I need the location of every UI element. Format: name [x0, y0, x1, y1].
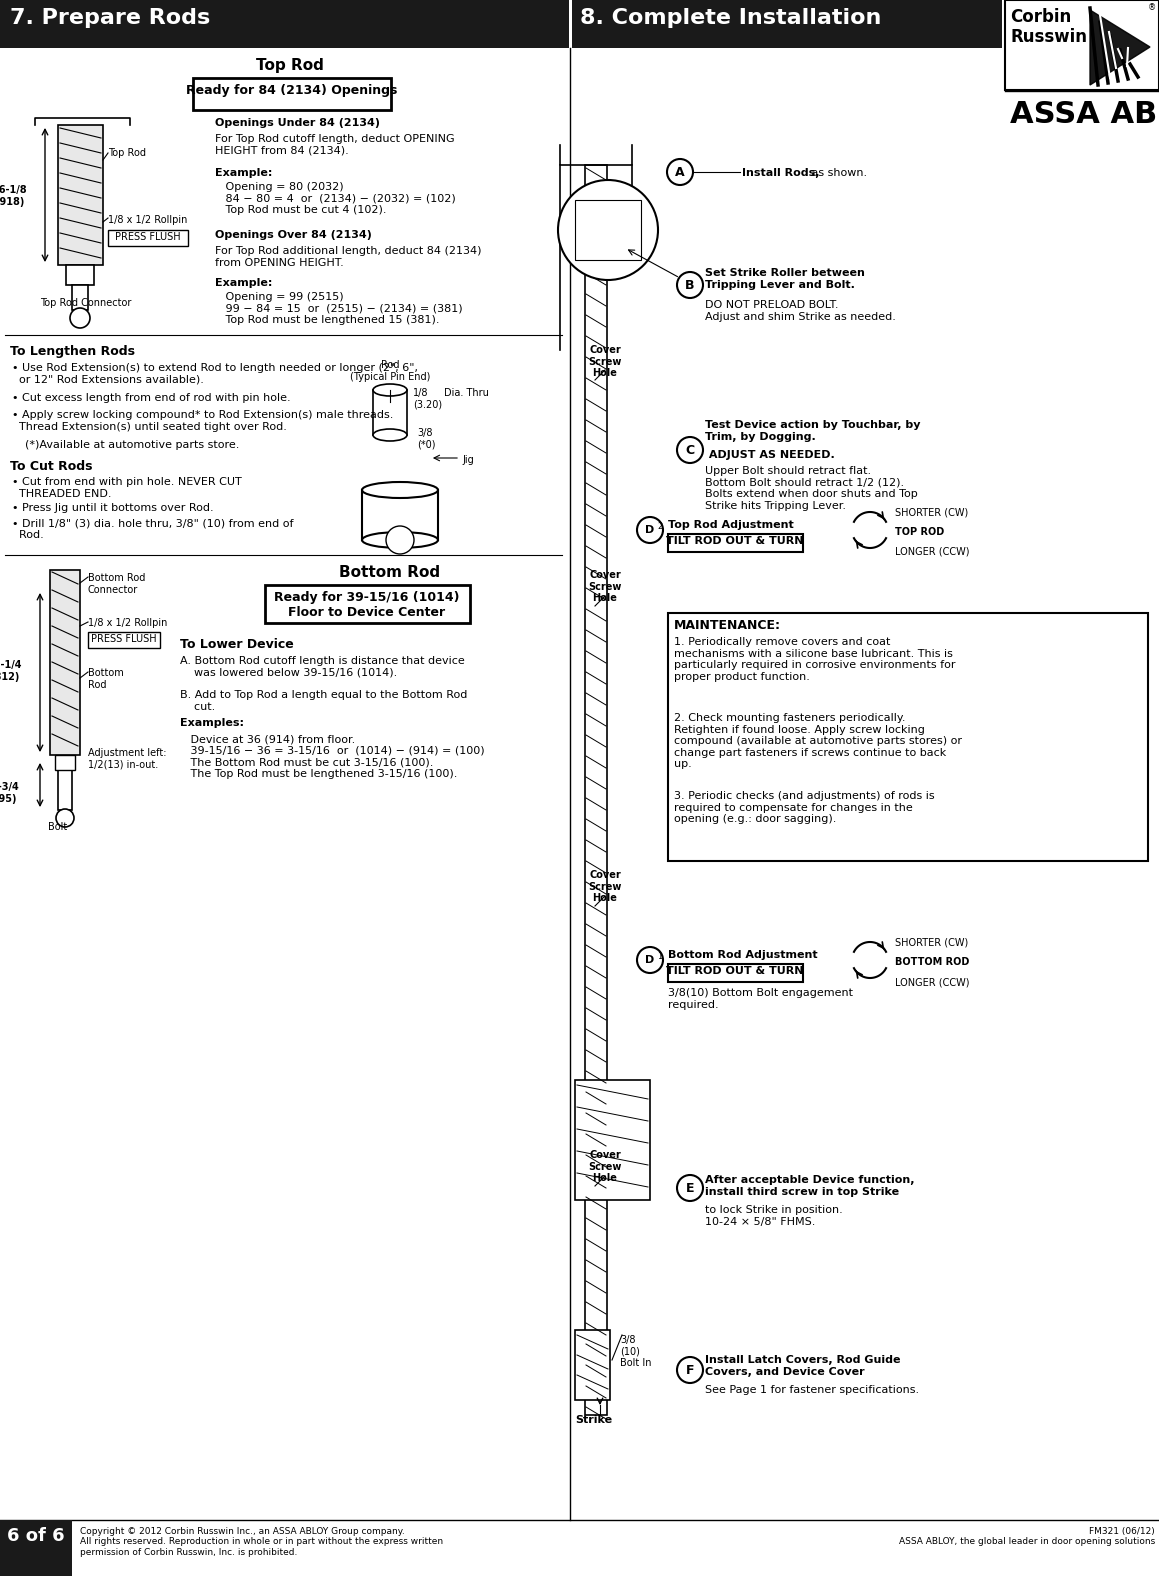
- Text: Install Rods,: Install Rods,: [742, 169, 819, 178]
- Text: Example:: Example:: [216, 277, 272, 288]
- Bar: [194, 77, 391, 110]
- Text: Openings Over 84 (2134): Openings Over 84 (2134): [216, 230, 372, 240]
- Text: 32-1/4
(812): 32-1/4 (812): [0, 660, 22, 681]
- Bar: [0, 0, 569, 47]
- Text: Set Strike Roller between
Tripping Lever and Bolt.: Set Strike Roller between Tripping Lever…: [705, 268, 865, 290]
- Bar: [668, 613, 1149, 860]
- Text: Opening = 99 (2515)
   99 − 84 = 15  or  (2515) − (2134) = (381)
   Top Rod must: Opening = 99 (2515) 99 − 84 = 15 or (251…: [216, 292, 462, 325]
- Circle shape: [677, 1357, 704, 1384]
- Text: Device at 36 (914) from floor.
   39-15/16 − 36 = 3-15/16  or  (1014) − (914) = : Device at 36 (914) from floor. 39-15/16 …: [180, 734, 484, 779]
- Text: Cover
Screw
Hole: Cover Screw Hole: [589, 345, 621, 378]
- Text: 1: 1: [657, 952, 662, 961]
- Bar: [573, 0, 1003, 47]
- Text: Dia. Thru: Dia. Thru: [444, 388, 489, 399]
- Text: Rod
(Typical Pin End): Rod (Typical Pin End): [350, 359, 430, 381]
- Ellipse shape: [373, 385, 407, 396]
- Text: Copyright © 2012 Corbin Russwin Inc., an ASSA ABLOY Group company.
All rights re: Copyright © 2012 Corbin Russwin Inc., an…: [80, 1527, 443, 1557]
- Text: MAINTENANCE:: MAINTENANCE:: [675, 619, 781, 632]
- Text: Test Device action by Touchbar, by
Trim, by Dogging.: Test Device action by Touchbar, by Trim,…: [705, 419, 920, 441]
- Text: 1/8
(3.20): 1/8 (3.20): [413, 388, 442, 410]
- Text: Top Rod: Top Rod: [256, 58, 323, 72]
- Text: BOTTOM ROD: BOTTOM ROD: [895, 957, 969, 968]
- Text: F: F: [686, 1363, 694, 1376]
- Circle shape: [677, 1176, 704, 1201]
- Text: Cover
Screw
Hole: Cover Screw Hole: [589, 571, 621, 604]
- Text: Bottom Rod
Connector: Bottom Rod Connector: [88, 574, 145, 594]
- Ellipse shape: [362, 533, 438, 548]
- Bar: [58, 771, 72, 810]
- Bar: [1005, 0, 1159, 90]
- Bar: [108, 230, 188, 246]
- Polygon shape: [1089, 9, 1150, 85]
- Text: • Cut from end with pin hole. NEVER CUT
  THREADED END.: • Cut from end with pin hole. NEVER CUT …: [12, 478, 242, 498]
- Bar: [0, 1519, 72, 1576]
- Text: To Lower Device: To Lower Device: [180, 638, 293, 651]
- Text: D: D: [646, 525, 655, 534]
- Text: 3. Periodic checks (and adjustments) of rods is
required to compensate for chang: 3. Periodic checks (and adjustments) of …: [675, 791, 934, 824]
- Text: (*)Available at automotive parts store.: (*)Available at automotive parts store.: [25, 440, 240, 451]
- Circle shape: [386, 526, 414, 555]
- Text: 2: 2: [657, 522, 662, 531]
- Text: as shown.: as shown.: [808, 169, 867, 178]
- Text: ASSA ABLOY: ASSA ABLOY: [1009, 99, 1159, 129]
- Text: Bottom Rod: Bottom Rod: [340, 566, 440, 580]
- Text: 8. Complete Installation: 8. Complete Installation: [580, 8, 881, 28]
- Text: 6 of 6: 6 of 6: [7, 1527, 65, 1544]
- Text: Example:: Example:: [216, 169, 272, 178]
- Text: Upper Bolt should retract flat.
Bottom Bolt should retract 1/2 (12).
Bolts exten: Upper Bolt should retract flat. Bottom B…: [705, 466, 918, 511]
- Text: SHORTER (CW): SHORTER (CW): [895, 938, 968, 947]
- Text: Top Rod: Top Rod: [108, 148, 146, 158]
- Bar: [575, 200, 641, 260]
- Text: Adjustment left:
1/2(13) in-out.: Adjustment left: 1/2(13) in-out.: [88, 749, 167, 769]
- Text: 3-3/4
(95): 3-3/4 (95): [0, 782, 19, 804]
- Circle shape: [666, 159, 693, 184]
- Text: • Apply screw locking compound* to Rod Extension(s) male threads.
  Thread Exten: • Apply screw locking compound* to Rod E…: [12, 410, 393, 432]
- Text: 1. Periodically remove covers and coat
mechanisms with a silicone base lubricant: 1. Periodically remove covers and coat m…: [675, 637, 955, 682]
- Text: Cover
Screw
Hole: Cover Screw Hole: [589, 1150, 621, 1184]
- Text: C: C: [685, 443, 694, 457]
- Text: 1/8 x 1/2 Rollpin: 1/8 x 1/2 Rollpin: [108, 214, 188, 225]
- Ellipse shape: [373, 429, 407, 441]
- Text: 7. Prepare Rods: 7. Prepare Rods: [10, 8, 210, 28]
- Text: Opening = 80 (2032)
   84 − 80 = 4  or  (2134) − (2032) = (102)
   Top Rod must : Opening = 80 (2032) 84 − 80 = 4 or (2134…: [216, 181, 455, 216]
- Text: See Page 1 for fastener specifications.: See Page 1 for fastener specifications.: [705, 1385, 919, 1395]
- Text: Top Rod Adjustment: Top Rod Adjustment: [668, 520, 794, 530]
- Text: E: E: [686, 1182, 694, 1195]
- Circle shape: [637, 517, 663, 544]
- Text: To Cut Rods: To Cut Rods: [10, 460, 93, 473]
- Text: Install Latch Covers, Rod Guide
Covers, and Device Cover: Install Latch Covers, Rod Guide Covers, …: [705, 1355, 901, 1376]
- Text: Cover
Screw
Hole: Cover Screw Hole: [589, 870, 621, 903]
- Text: Jig: Jig: [462, 455, 474, 465]
- Text: Top Rod Connector: Top Rod Connector: [41, 298, 131, 307]
- Text: Examples:: Examples:: [180, 719, 245, 728]
- Bar: [66, 265, 94, 285]
- Text: Russwin: Russwin: [1009, 28, 1087, 46]
- Bar: [265, 585, 471, 623]
- Text: DO NOT PRELOAD BOLT.
Adjust and shim Strike as needed.: DO NOT PRELOAD BOLT. Adjust and shim Str…: [705, 299, 896, 322]
- Text: Bottom Rod Adjustment: Bottom Rod Adjustment: [668, 950, 817, 960]
- Text: LONGER (CCW): LONGER (CCW): [895, 547, 969, 556]
- Text: 3/8
(*0): 3/8 (*0): [417, 429, 436, 449]
- Bar: [58, 125, 103, 265]
- Circle shape: [677, 437, 704, 463]
- Text: Corbin: Corbin: [1009, 8, 1071, 25]
- Text: TILT ROD OUT & TURN: TILT ROD OUT & TURN: [666, 536, 803, 545]
- Text: After acceptable Device function,
install third screw in top Strike: After acceptable Device function, instal…: [705, 1176, 914, 1196]
- Bar: [575, 1080, 650, 1199]
- Text: A: A: [676, 165, 685, 178]
- Circle shape: [70, 307, 90, 328]
- Text: 1/8 x 1/2 Rollpin: 1/8 x 1/2 Rollpin: [88, 618, 167, 627]
- Text: SHORTER (CW): SHORTER (CW): [895, 507, 968, 517]
- Text: TILT ROD OUT & TURN: TILT ROD OUT & TURN: [666, 966, 803, 976]
- Bar: [72, 285, 88, 310]
- Bar: [585, 165, 607, 1415]
- Text: • Press Jig until it bottoms over Rod.: • Press Jig until it bottoms over Rod.: [12, 503, 213, 514]
- Bar: [668, 965, 803, 982]
- Bar: [50, 571, 80, 755]
- Text: 3/8(10) Bottom Bolt engagement
required.: 3/8(10) Bottom Bolt engagement required.: [668, 988, 853, 1010]
- Text: Bolt: Bolt: [49, 823, 67, 832]
- Text: TOP ROD: TOP ROD: [895, 526, 945, 537]
- Circle shape: [637, 947, 663, 972]
- Text: A. Bottom Rod cutoff length is distance that device
    was lowered below 39-15/: A. Bottom Rod cutoff length is distance …: [180, 656, 465, 678]
- Bar: [88, 632, 160, 648]
